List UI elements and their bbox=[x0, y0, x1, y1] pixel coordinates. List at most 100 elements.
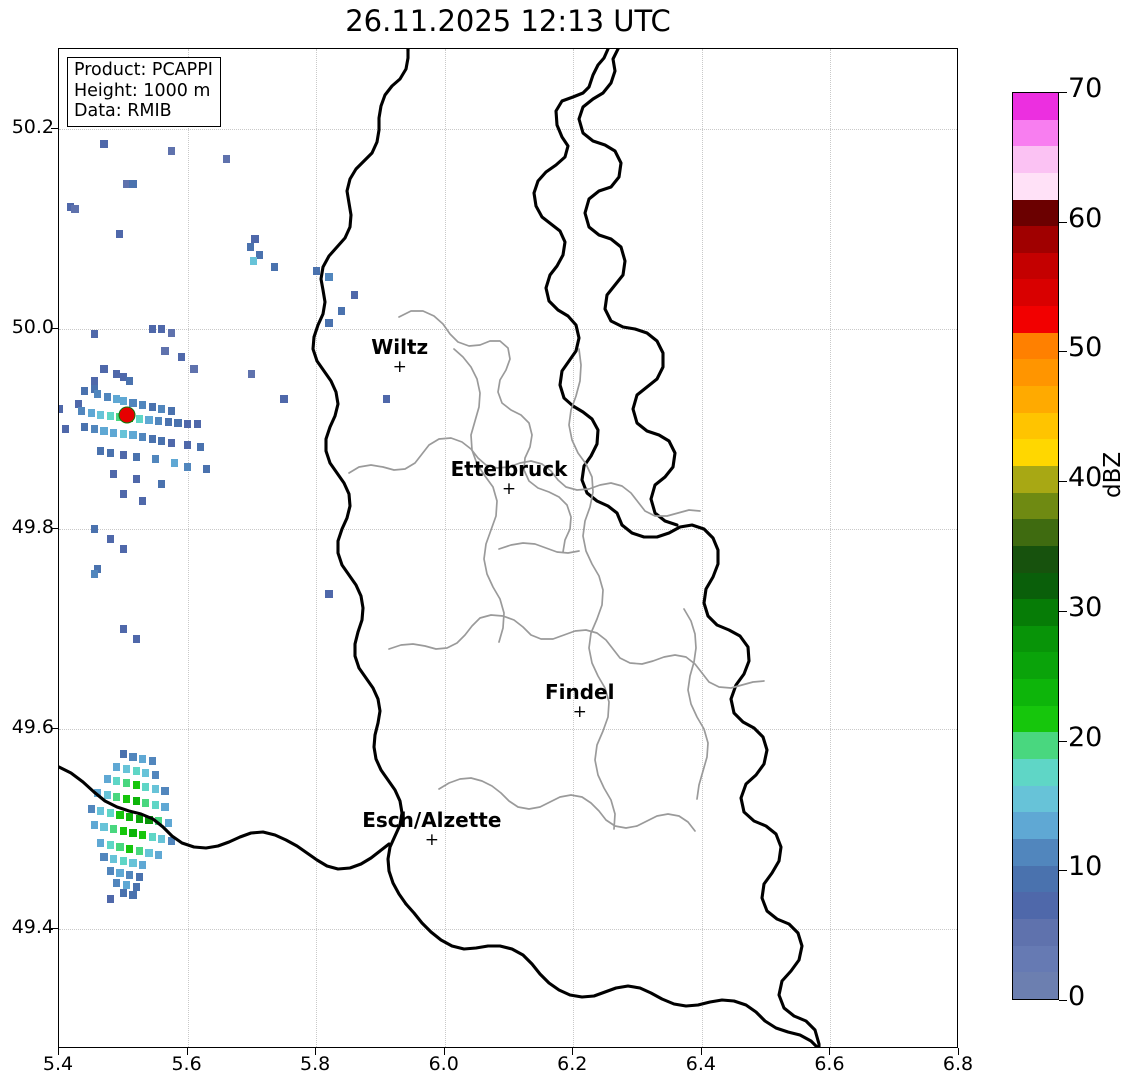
colorbar-band bbox=[1013, 892, 1058, 919]
radar-echo-cell bbox=[59, 405, 63, 413]
x-axis-tickmark bbox=[572, 1048, 574, 1055]
radar-echo-cell bbox=[138, 401, 147, 409]
page-title: 26.11.2025 12:13 UTC bbox=[345, 4, 671, 38]
colorbar-band bbox=[1013, 838, 1058, 866]
radar-echo-cell bbox=[135, 815, 143, 823]
country-border-group bbox=[59, 49, 821, 1047]
radar-echo-cell bbox=[161, 803, 169, 811]
radar-echo-cell bbox=[167, 407, 176, 415]
info-product: Product: PCAPPI bbox=[74, 60, 213, 80]
radar-echo-cell bbox=[148, 757, 156, 765]
x-axis-tickmark bbox=[58, 1048, 59, 1055]
y-axis-tickmark bbox=[51, 328, 58, 329]
radar-echo-cell bbox=[161, 787, 169, 795]
radar-echo-cell bbox=[110, 855, 118, 863]
radar-echo-cell bbox=[113, 370, 121, 378]
radar-echo-cell bbox=[158, 835, 166, 843]
radar-echo-cell bbox=[138, 433, 147, 441]
x-axis-tick-label: 6.2 bbox=[557, 1053, 588, 1075]
radar-echo-cell bbox=[93, 390, 102, 398]
radar-site-marker[interactable] bbox=[118, 406, 135, 424]
y-axis-tickmark bbox=[51, 728, 58, 729]
radar-echo-cell bbox=[129, 399, 137, 407]
radar-echo-cell bbox=[97, 447, 105, 455]
x-axis-tickmark bbox=[315, 1048, 317, 1055]
radar-echo-cell bbox=[106, 412, 115, 420]
x-axis-tick-label: 5.6 bbox=[171, 1053, 202, 1075]
x-axis-tickmark bbox=[186, 1048, 188, 1055]
x-axis-tick-label: 6.6 bbox=[814, 1053, 845, 1075]
radar-echo-cell bbox=[129, 829, 137, 837]
radar-echo-cell bbox=[142, 799, 150, 807]
radar-echo-cell bbox=[135, 847, 143, 855]
y-axis-tick-label: 49.8 bbox=[11, 516, 54, 538]
radar-echo-cell bbox=[129, 180, 137, 188]
radar-echo-cell bbox=[100, 365, 108, 373]
colorbar[interactable] bbox=[1012, 92, 1059, 1000]
y-axis-tick-label: 49.6 bbox=[11, 716, 54, 738]
district-borders bbox=[348, 310, 765, 832]
x-axis-tickmark bbox=[958, 1048, 959, 1055]
radar-echo-cell bbox=[103, 791, 111, 799]
radar-echo-cell bbox=[132, 475, 140, 483]
radar-echo-cell bbox=[155, 417, 163, 425]
y-axis-tickmark bbox=[51, 928, 58, 929]
radar-echo-cell bbox=[97, 807, 105, 815]
colorbar-band bbox=[1013, 679, 1058, 706]
radar-map-plot[interactable]: Wiltz + Ettelbruck + Findel + Esch/Alzette + Pr… bbox=[58, 48, 958, 1048]
gridline-horizontal bbox=[59, 329, 957, 330]
radar-echo-cell bbox=[119, 750, 127, 758]
city-marker-icon: + bbox=[424, 830, 439, 850]
gridline-horizontal bbox=[59, 129, 957, 130]
gridline-vertical bbox=[830, 49, 832, 1047]
radar-echo-cell bbox=[90, 377, 98, 385]
x-axis-tickmark bbox=[443, 1048, 445, 1055]
city-marker-icon: + bbox=[501, 479, 517, 499]
x-axis-tickmark bbox=[829, 1048, 831, 1055]
radar-echo-cell bbox=[193, 420, 201, 428]
radar-echo-cell bbox=[255, 251, 264, 259]
radar-echo-cell bbox=[97, 839, 105, 847]
city-label-findel: Findel bbox=[544, 680, 615, 704]
x-axis-tick-label: 5.8 bbox=[300, 1053, 331, 1075]
colorbar-band bbox=[1013, 412, 1058, 440]
radar-echo-cell bbox=[155, 851, 163, 859]
radar-echo-cell bbox=[90, 425, 98, 433]
radar-echo-cell bbox=[106, 867, 115, 875]
radar-echo-cell bbox=[158, 405, 166, 413]
colorbar-band bbox=[1013, 705, 1058, 733]
colorbar-band bbox=[1013, 306, 1058, 333]
radar-echo-cell bbox=[145, 849, 153, 857]
radar-echo-cell bbox=[100, 427, 108, 435]
radar-echo-cell bbox=[126, 871, 134, 879]
radar-echo-cell bbox=[158, 480, 166, 488]
colorbar-tickmark bbox=[1059, 1000, 1067, 1001]
radar-echo-cell bbox=[167, 439, 176, 447]
radar-echo-cell bbox=[90, 525, 98, 533]
radar-echo-cell bbox=[142, 769, 150, 777]
radar-echo-cell bbox=[129, 859, 137, 867]
radar-echo-cell bbox=[148, 833, 156, 841]
radar-echo-cell bbox=[151, 785, 160, 793]
x-axis-tickmark bbox=[700, 1048, 702, 1055]
radar-echo-cell bbox=[132, 883, 140, 891]
colorbar-band bbox=[1013, 146, 1058, 173]
radar-echo-cell bbox=[113, 793, 121, 801]
radar-echo-cell bbox=[66, 203, 75, 211]
colorbar-title: dBZ bbox=[1100, 451, 1126, 498]
radar-echo-cell bbox=[119, 857, 127, 865]
y-axis-tick-label: 49.4 bbox=[11, 916, 54, 938]
radar-echo-cell bbox=[115, 230, 124, 238]
radar-echo-cell bbox=[203, 465, 211, 473]
colorbar-tick-label: 30 bbox=[1068, 591, 1103, 623]
colorbar-band bbox=[1013, 945, 1058, 973]
radar-echo-cell bbox=[122, 765, 131, 773]
radar-echo-cell bbox=[119, 490, 127, 498]
colorbar-band bbox=[1013, 918, 1058, 946]
radar-echo-cell bbox=[142, 783, 150, 791]
colorbar-band bbox=[1013, 359, 1058, 387]
colorbar-band bbox=[1013, 119, 1058, 147]
radar-echo-cell bbox=[87, 409, 95, 417]
colorbar-tick-label: 20 bbox=[1068, 721, 1103, 753]
radar-echo-cell bbox=[171, 459, 179, 467]
